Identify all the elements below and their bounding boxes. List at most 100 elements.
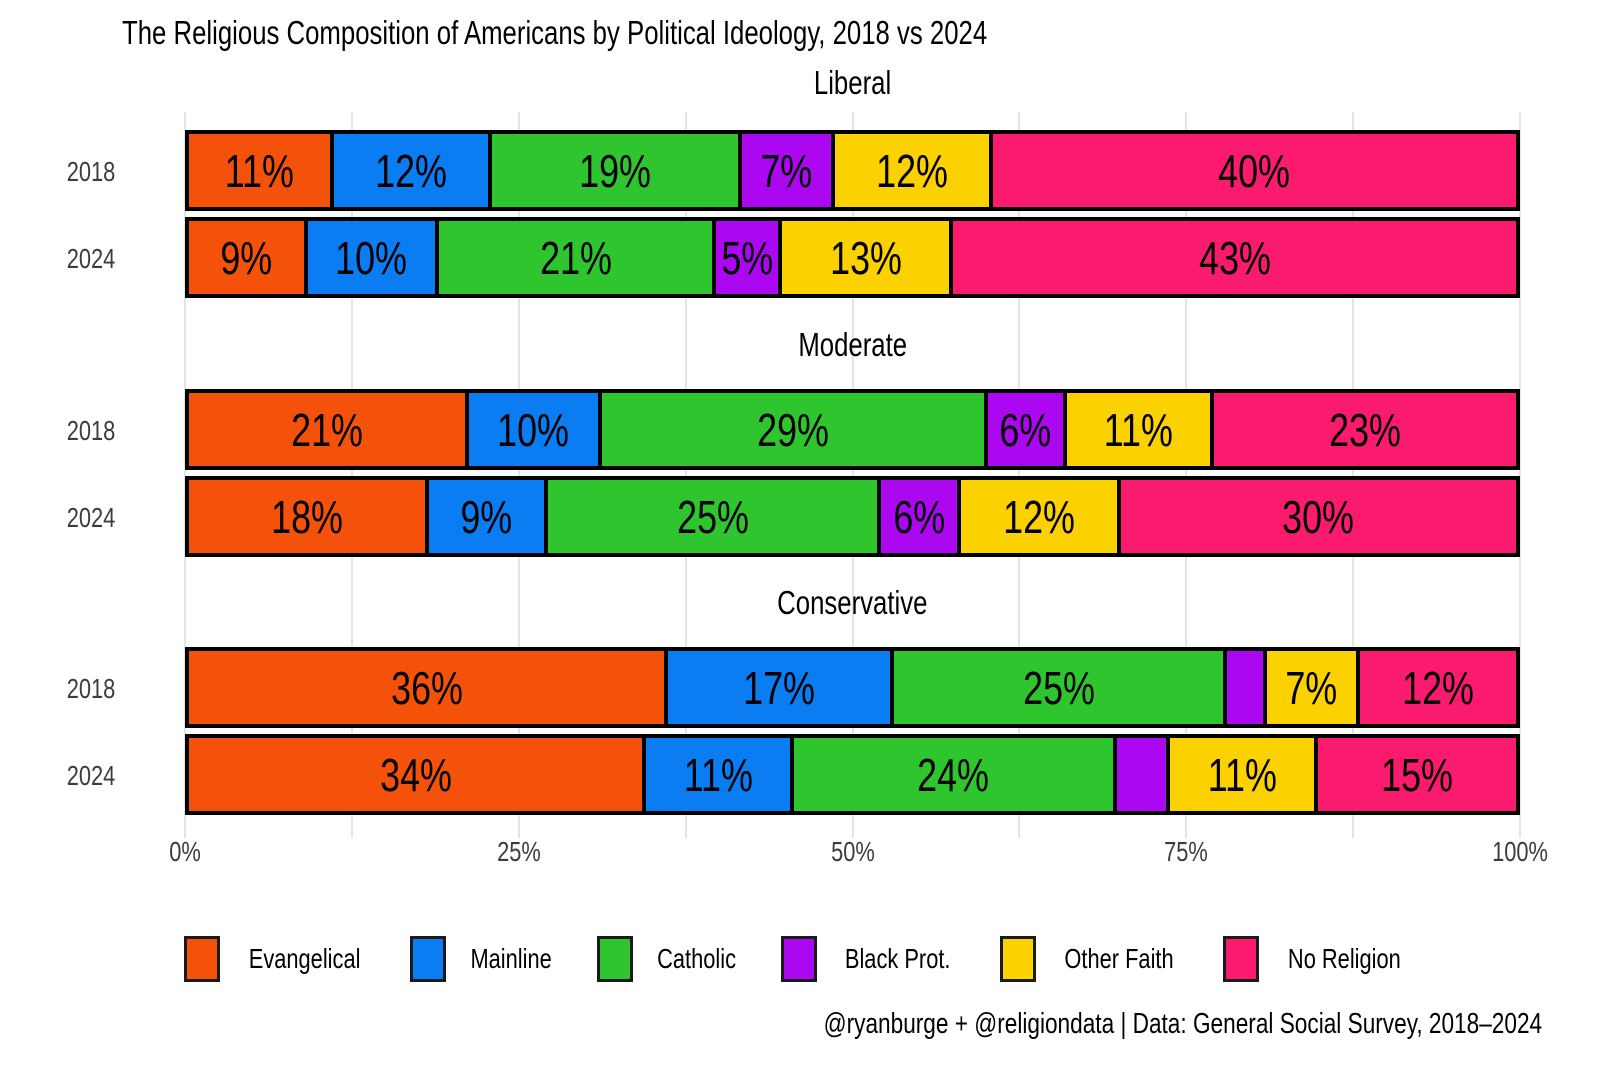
segment-catholic: 25% [546,478,880,555]
segment-catholic: 25% [892,649,1226,726]
axis-tick-text: 50% [830,836,875,867]
panel-title-text: Liberal [813,64,892,101]
segment-value-label: 9% [460,490,513,543]
legend-item-black-prot: Black Prot. [781,936,965,982]
row-label-text: 2024 [66,502,115,533]
legend-label: Black Prot. [845,943,951,974]
segment-value-label: 9% [220,231,273,284]
segment-value-label: 24% [917,748,990,801]
legend-swatch [409,936,446,982]
legend-swatch [781,936,818,982]
legend: Evangelical Mainline Catholic Black Prot. Ot… [0,936,1600,982]
segment-mainline: 9% [426,478,547,555]
segment-black-prot: 7% [740,132,833,209]
segment-no-religion: 23% [1211,391,1518,468]
segment-value-label: 6% [999,403,1052,456]
gridline-62.5 [1018,112,1021,838]
legend-label: Other Faith [1064,943,1174,974]
panel-title-liberal: Liberal [185,64,1520,102]
legend-item-mainline: Mainline [409,936,563,982]
row-label-text: 2024 [66,760,115,791]
legend-label: Evangelical [248,943,361,974]
chart-title-text: The Religious Composition of Americans b… [122,14,988,51]
segment-other-faith: 11% [1168,736,1317,813]
gridline-0 [184,112,186,838]
panel-title-text: Moderate [798,326,907,363]
segment-no-religion: 40% [990,132,1518,209]
axis-tick-text: 0% [169,836,201,867]
stacked-bar-conservative-2024: 34% 11% 24% 11% 15% [185,734,1520,815]
gridline-100 [1519,112,1521,838]
segment-value-label: 30% [1282,490,1355,543]
credit-footer: @ryanburge + @religiondata | Data: Gener… [621,1008,1542,1041]
segment-value-label: 12% [1402,661,1475,714]
segment-value-label: 7% [1285,661,1338,714]
segment-value-label: 25% [676,490,749,543]
segment-catholic: 19% [490,132,741,209]
segment-value-label: 10% [497,403,569,456]
segment-value-label: 11% [1104,403,1174,456]
segment-black-prot: 5% [714,219,780,296]
segment-evangelical: 9% [187,219,306,296]
legend-swatch [1222,936,1259,982]
segment-value-label: 13% [829,231,902,284]
segment-evangelical: 18% [187,478,427,555]
segment-other-faith: 12% [832,132,991,209]
segment-value-label: 25% [1022,661,1095,714]
segment-value-label: 36% [390,661,463,714]
legend-item-catholic: Catholic [597,936,747,982]
segment-value-label: 12% [1002,490,1075,543]
segment-value-label: 18% [270,490,343,543]
legend-swatch [183,936,220,982]
segment-no-religion: 30% [1118,478,1518,555]
segment-mainline: 10% [466,391,600,468]
stacked-bar-conservative-2018: 36% 17% 25% 7% 12% [185,647,1520,728]
axis-tick-0: 0% [165,836,205,868]
segment-other-faith: 11% [1065,391,1212,468]
segment-value-label: 11% [1207,748,1277,801]
segment-value-label: 15% [1381,748,1454,801]
segment-value-label: 17% [743,661,816,714]
gridline-75 [1185,112,1188,838]
axis-tick-text: 100% [1492,836,1548,867]
row-label-moderate-2024: 2024 [20,502,115,534]
stacked-bar-moderate-2024: 18% 9% 25% 6% 12% 30% [185,476,1520,557]
segment-value-label: 11% [683,748,753,801]
row-label-moderate-2018: 2018 [20,415,115,447]
segment-value-label: 7% [760,144,813,197]
segment-mainline: 10% [305,219,438,296]
segment-value-label: 5% [721,231,773,284]
gridline-layer [184,112,1521,838]
axis-tick-text: 75% [1164,836,1209,867]
row-label-text: 2024 [66,243,115,274]
segment-black-prot: 6% [985,391,1066,468]
legend-label: Mainline [470,943,552,974]
legend-swatch [999,936,1036,982]
stacked-bar-liberal-2018: 11% 12% 19% 7% 12% 40% [185,130,1520,211]
segment-value-label: 21% [290,403,363,456]
credit-footer-text: @ryanburge + @religiondata | Data: Gener… [823,1008,1542,1040]
row-label-text: 2018 [66,673,115,704]
segment-value-label: 12% [875,144,948,197]
segment-value-label: 19% [579,144,652,197]
segment-no-religion: 15% [1316,736,1518,813]
segment-value-label: 29% [756,403,829,456]
row-label-liberal-2018: 2018 [20,156,115,188]
axis-tick-25: 25% [491,836,547,868]
legend-label: No Religion [1287,943,1401,974]
panel-title-text: Conservative [777,584,928,621]
axis-tick-75: 75% [1158,836,1214,868]
legend-item-other-faith: Other Faith [999,936,1189,982]
gridline-12.5 [350,112,353,838]
gridline-87.5 [1352,112,1355,838]
segment-catholic: 24% [791,736,1115,813]
segment-value-label: 21% [539,231,612,284]
row-label-conservative-2024: 2024 [20,760,115,792]
axis-tick-text: 25% [496,836,541,867]
segment-no-religion: 43% [951,219,1518,296]
segment-mainline: 11% [644,736,792,813]
row-label-text: 2018 [66,156,115,187]
stacked-bar-moderate-2018: 21% 10% 29% 6% 11% 23% [185,389,1520,470]
segment-evangelical: 34% [187,736,645,813]
